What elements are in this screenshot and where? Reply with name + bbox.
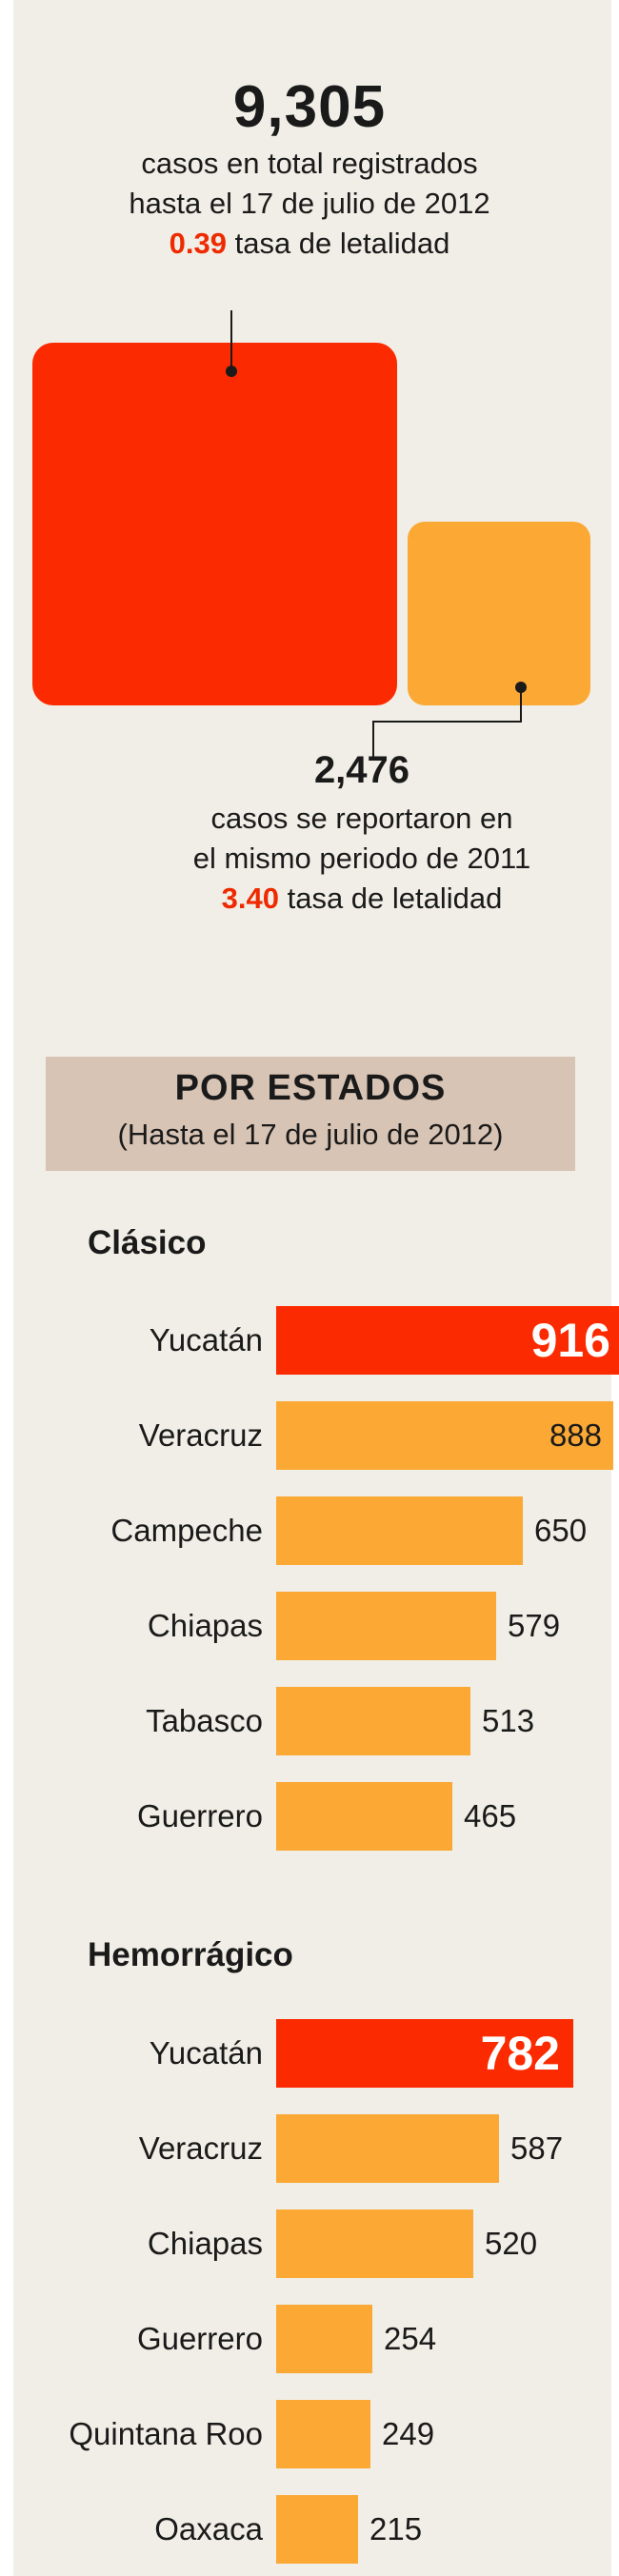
total-cases-2012: 9,305 [232, 74, 387, 140]
callout-dot-2012 [226, 366, 237, 377]
bar-value-clasico-3: 650 [534, 1513, 588, 1548]
fatality-rate-2012: 0.39 tasa de letalidad [0, 225, 619, 263]
section-subtitle: (Hasta el 17 de julio de 2012) [117, 1118, 504, 1151]
chart-title-hemorragico: Hemorrágico [88, 1936, 293, 1973]
bar-label-clasico-5: Tabasco [146, 1703, 263, 1738]
fatality-rate-2011: 3.40 tasa de letalidad [133, 880, 590, 918]
callout-line-2011 [372, 687, 522, 760]
bar-label-hemorragico-2: Veracruz [138, 2130, 263, 2166]
bar-clasico-1 [276, 1306, 619, 1375]
fatality-rate-2011-label: tasa de letalidad [287, 882, 503, 915]
chart-title-clasico: Clásico [88, 1224, 207, 1261]
section-title: POR ESTADOS [174, 1068, 447, 1108]
bar-label-hemorragico-1: Yucatán [149, 2035, 263, 2071]
bar-value-clasico-4: 579 [508, 1608, 561, 1643]
bar-value-clasico-2: 888 [549, 1417, 602, 1453]
bar-clasico-6 [276, 1782, 452, 1851]
callout-lines [226, 310, 527, 760]
bar-label-clasico-3: Campeche [110, 1513, 263, 1548]
right-border [611, 0, 619, 2576]
bar-hemorragico-5 [276, 2400, 370, 2468]
bar-label-clasico-4: Chiapas [147, 1608, 263, 1643]
fatality-rate-2011-value: 3.40 [221, 882, 279, 915]
left-border [0, 0, 13, 2576]
bar-label-hemorragico-4: Guerrero [136, 2321, 263, 2356]
bar-label-clasico-1: Yucatán [149, 1322, 263, 1357]
cases-2011-square [408, 522, 590, 705]
fatality-rate-2012-value: 0.39 [169, 227, 227, 260]
bar-value-clasico-5: 513 [482, 1703, 535, 1738]
bar-label-clasico-2: Veracruz [138, 1417, 263, 1453]
bar-label-hemorragico-6: Oaxaca [154, 2511, 263, 2546]
cases-2011-desc-line2: el mismo periodo de 2011 [192, 842, 531, 875]
bar-value-clasico-1: 916 [530, 1314, 610, 1367]
bar-hemorragico-3 [276, 2209, 473, 2278]
total-cases-desc-line1: casos en total registrados [141, 147, 478, 180]
cases-2012-square [32, 343, 397, 705]
bar-clasico-5 [276, 1687, 470, 1755]
bar-value-hemorragico-4: 254 [384, 2321, 437, 2356]
bar-label-hemorragico-5: Quintana Roo [69, 2416, 263, 2451]
bar-value-hemorragico-5: 249 [382, 2416, 435, 2451]
bar-value-hemorragico-6: 215 [369, 2511, 423, 2546]
bar-clasico-2 [276, 1401, 613, 1470]
bar-value-clasico-6: 465 [464, 1798, 517, 1833]
section-band [46, 1057, 575, 1171]
total-cases-desc-line2: hasta el 17 de julio de 2012 [129, 187, 490, 220]
fatality-rate-2012-label: tasa de letalidad [234, 227, 450, 260]
bar-hemorragico-2 [276, 2114, 499, 2183]
cases-2011-desc-line1: casos se reportaron en [210, 802, 513, 835]
bar-hemorragico-6 [276, 2495, 358, 2564]
bar-label-clasico-6: Guerrero [136, 1798, 263, 1833]
total-cases-2011: 2,476 [313, 749, 410, 791]
bar-hemorragico-4 [276, 2305, 372, 2373]
callout-dot-2011 [515, 682, 527, 693]
bar-value-hemorragico-3: 520 [485, 2226, 538, 2261]
bar-label-hemorragico-3: Chiapas [147, 2226, 263, 2261]
bar-value-hemorragico-1: 782 [480, 2027, 560, 2080]
bar-hemorragico-1 [276, 2019, 573, 2088]
bar-value-hemorragico-2: 587 [510, 2130, 564, 2166]
bar-clasico-4 [276, 1592, 496, 1660]
bar-clasico-3 [276, 1496, 523, 1565]
